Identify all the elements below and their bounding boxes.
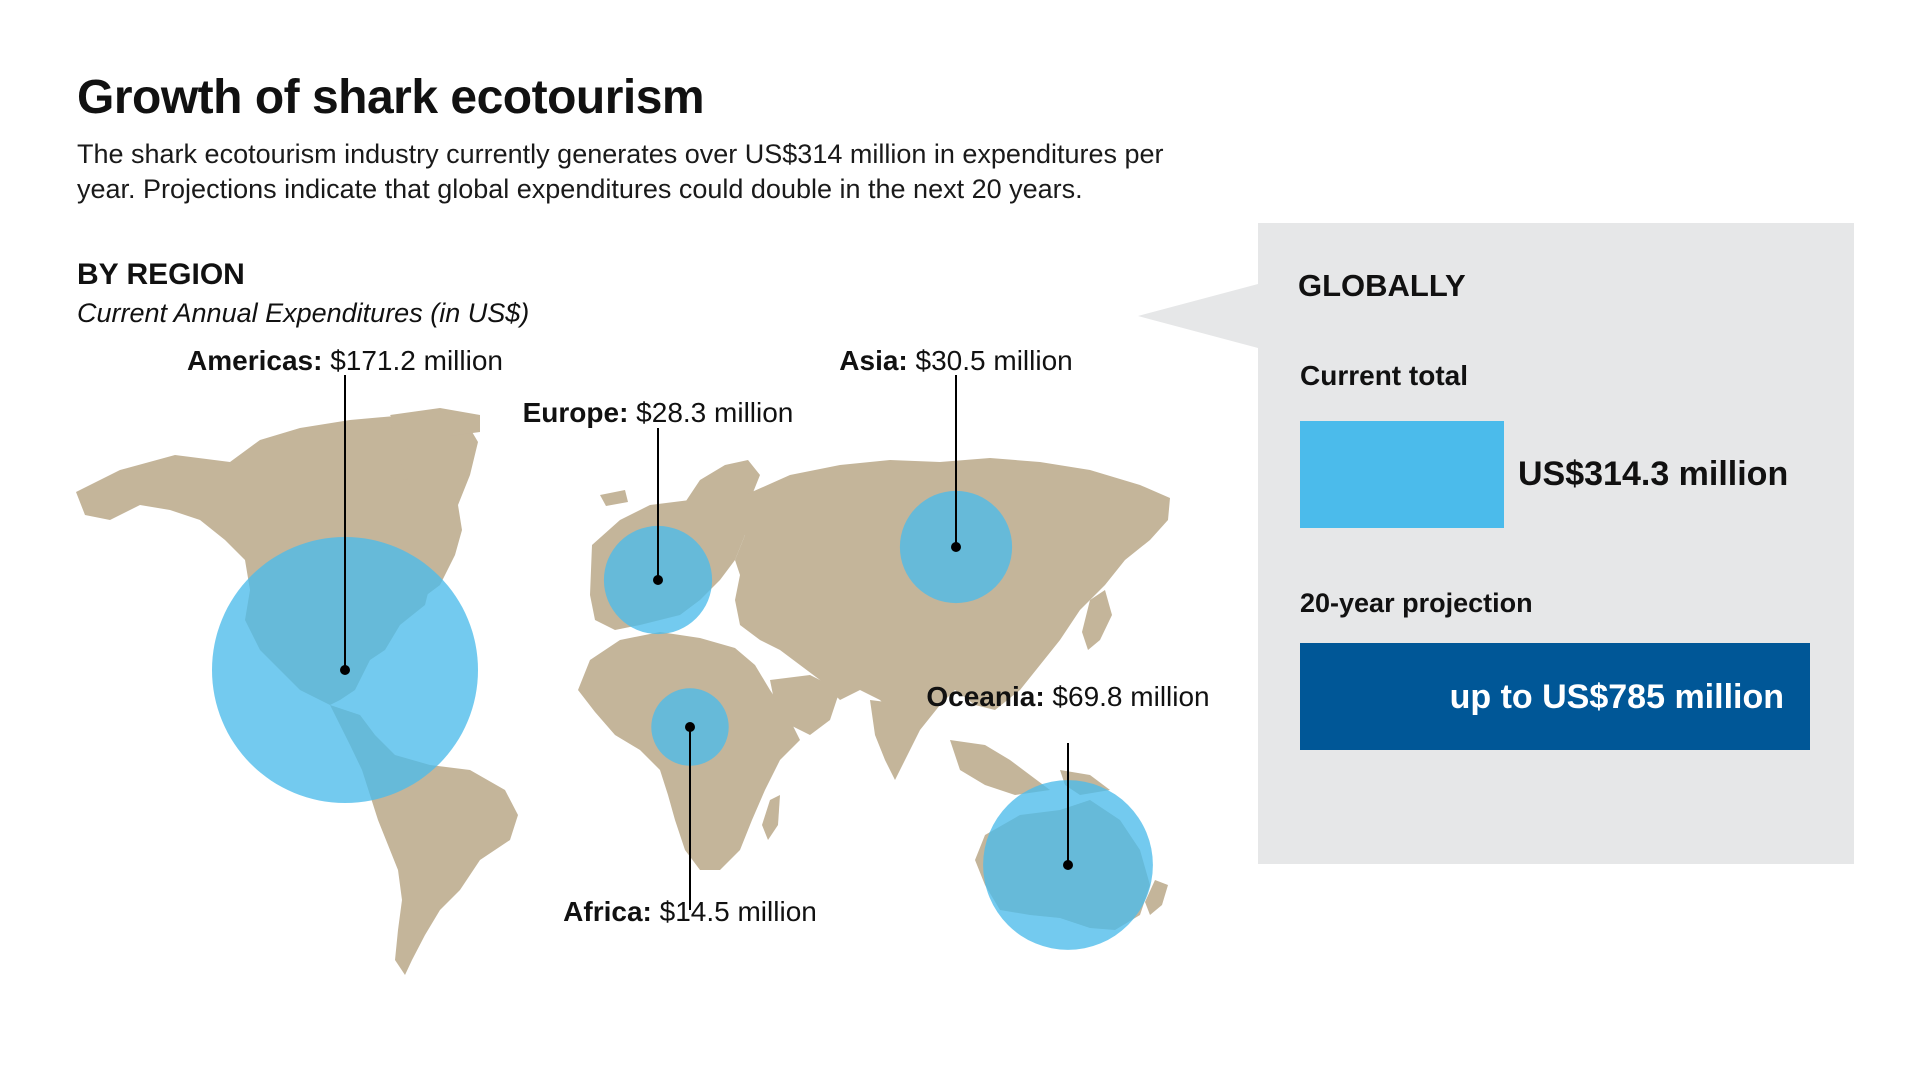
page-subtitle: The shark ecotourism industry currently … — [77, 139, 1164, 204]
region-name-oceania: Oceania: — [926, 681, 1045, 712]
region-label-europe: Europe: $28.3 million — [523, 397, 794, 429]
projection-label: 20-year projection — [1300, 588, 1533, 618]
region-value-oceania: $69.8 million — [1044, 681, 1210, 712]
region-label-africa: Africa: $14.5 million — [563, 896, 817, 928]
center-dot-oceania — [1063, 860, 1073, 870]
current-total-bar — [1300, 421, 1505, 528]
region-value-americas: $171.2 million — [322, 345, 503, 376]
region-value-africa: $14.5 million — [651, 896, 817, 927]
region-leader-lines — [340, 375, 1073, 910]
region-label-oceania: Oceania: $69.8 million — [926, 681, 1209, 713]
region-value-europe: $28.3 million — [628, 397, 794, 428]
center-dot-europe — [653, 575, 663, 585]
region-name-asia: Asia: — [839, 345, 908, 376]
region-name-africa: Africa: — [563, 896, 652, 927]
current-total-label: Current total — [1300, 360, 1468, 391]
region-label-americas: Americas: $171.2 million — [187, 345, 503, 377]
region-label-asia: Asia: $30.5 million — [839, 345, 1072, 377]
region-name-americas: Americas: — [187, 345, 323, 376]
region-value-asia: $30.5 million — [907, 345, 1073, 376]
page-title: Growth of shark ecotourism — [77, 71, 705, 124]
current-total-value: US$314.3 million — [1518, 455, 1789, 493]
center-dot-americas — [340, 665, 350, 675]
center-dot-africa — [685, 722, 695, 732]
projection-bar: up to US$785 million — [1300, 643, 1810, 750]
projection-value: up to US$785 million — [1449, 678, 1784, 716]
center-dot-asia — [951, 542, 961, 552]
globally-panel — [1258, 223, 1854, 864]
by-region-heading: BY REGION — [77, 258, 245, 291]
region-name-europe: Europe: — [522, 397, 629, 428]
panel-pointer-triangle — [1138, 284, 1258, 348]
by-region-subheading: Current Annual Expenditures (in US$) — [77, 298, 530, 328]
globally-heading: GLOBALLY — [1298, 268, 1466, 303]
